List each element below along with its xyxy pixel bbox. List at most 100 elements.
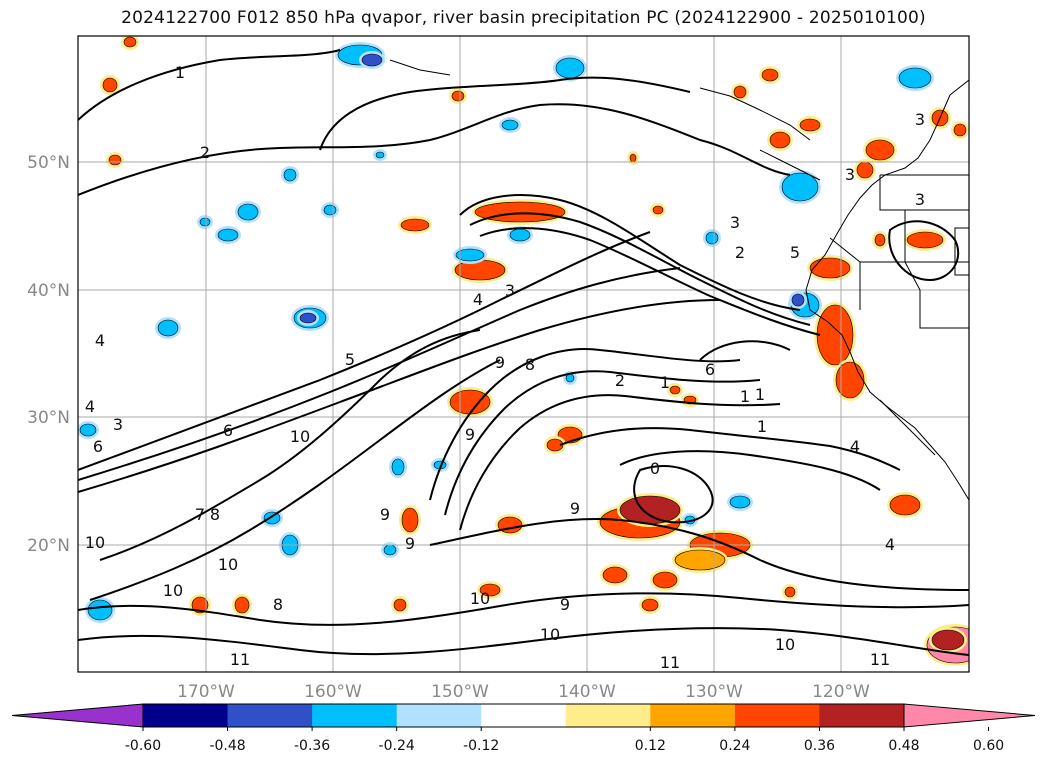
contour-label: 10: [85, 533, 105, 552]
contour-label: 6: [705, 360, 715, 379]
contour-label: 9: [560, 595, 570, 614]
qvapor-contours: [78, 49, 969, 656]
colorbar-box: [650, 704, 736, 727]
warm-patch: [931, 629, 965, 651]
colorbar-box: [734, 704, 820, 727]
warm-patch: [889, 494, 921, 516]
cool-patch: [199, 217, 211, 227]
warm-patch: [102, 77, 118, 93]
lon-label: 170°W: [177, 682, 235, 702]
contour-label: 8: [273, 595, 283, 614]
cool-patch: [283, 168, 297, 182]
colorbar-tick-label: -0.48: [209, 738, 245, 754]
colorbar-tick-label: 0.36: [804, 738, 835, 754]
lon-label: 130°W: [685, 682, 743, 702]
warm-patch: [874, 233, 886, 247]
warm-patch: [809, 257, 851, 279]
colorbar-frame: [142, 703, 905, 728]
warm-patch: [953, 123, 967, 137]
colorbar-extend-high: [903, 703, 1036, 728]
warm-patch: [865, 139, 895, 161]
contour-label: 10: [775, 635, 795, 654]
warm-patch: [474, 201, 566, 223]
cool-patch: [383, 544, 397, 556]
colorbar-tick-label: -0.36: [294, 738, 330, 754]
warm-patch: [451, 90, 465, 102]
cool-patch: [323, 204, 337, 216]
cool-patch: [705, 231, 719, 245]
warm-patch: [674, 549, 726, 571]
lat-label: 50°N: [27, 153, 70, 173]
lon-label: 160°W: [304, 682, 362, 702]
contour-label: 7: [195, 505, 205, 524]
cool-patch: [781, 172, 819, 202]
warm-patch: [652, 205, 664, 215]
warm-patch: [652, 571, 678, 589]
colorbar: -0.60 -0.48 -0.36 -0.24 -0.12 0.12 0.24 0.36 0.4…: [11, 703, 1036, 754]
warm-patch: [733, 85, 747, 99]
cool-patch: [299, 312, 317, 324]
warm-patch: [769, 131, 791, 149]
precip-shading: [78, 36, 969, 666]
contour-label: 5: [345, 350, 355, 369]
colorbar-box: [396, 704, 482, 727]
colorbar-tick-label: 0.24: [719, 738, 750, 754]
contour-label: 4: [885, 535, 895, 554]
latitude-labels: 50°N 40°N 30°N 20°N: [27, 153, 70, 556]
colorbar-box: [565, 704, 651, 727]
contour-label: 9: [495, 353, 505, 372]
contour-label: 2: [615, 371, 625, 390]
contour-label: 11: [660, 653, 680, 672]
contour-label: 3: [505, 281, 515, 300]
contour-label: 5: [790, 243, 800, 262]
contour-label: 3: [113, 415, 123, 434]
contour-label: 3: [845, 165, 855, 184]
colorbar-extend-low: [11, 703, 144, 728]
colorbar-box: [481, 704, 567, 727]
warm-patch: [619, 495, 681, 525]
cool-patch: [87, 599, 113, 621]
contour-label: 4: [85, 397, 95, 416]
lat-label: 30°N: [27, 408, 70, 428]
colorbar-tick-label: -0.12: [463, 738, 499, 754]
contour-label: 9: [380, 505, 390, 524]
warm-patch: [835, 361, 865, 399]
contour-label: 9: [570, 499, 580, 518]
contour-label: 10: [290, 427, 310, 446]
gridlines: [78, 36, 969, 672]
cool-patch: [157, 319, 179, 337]
warm-patch: [191, 596, 209, 614]
contour-label: 10: [218, 555, 238, 574]
contour-label: 9: [465, 425, 475, 444]
warm-patch: [400, 218, 430, 232]
lon-label: 140°W: [558, 682, 616, 702]
cool-patch: [217, 228, 239, 242]
contour-label: 0: [650, 459, 660, 478]
contour-label: 6: [223, 421, 233, 440]
cool-patch: [375, 151, 385, 159]
cool-patch: [79, 423, 97, 437]
contour-label: 11: [870, 650, 890, 669]
cool-patch: [237, 203, 259, 221]
warm-patch: [856, 161, 874, 179]
warm-patch: [479, 583, 501, 597]
warm-patch: [108, 154, 122, 166]
contour-label: 4: [95, 331, 105, 350]
warm-patch: [641, 598, 659, 612]
cool-patch: [729, 495, 751, 509]
warm-patch: [449, 389, 491, 415]
contour-label: 2: [735, 243, 745, 262]
contour-label: 10: [470, 589, 490, 608]
contour-label: 3: [730, 213, 740, 232]
colorbar-tick-label: 0.60: [973, 738, 1004, 754]
cool-patch: [361, 53, 383, 67]
lon-label: 150°W: [431, 682, 489, 702]
contour-label: 9: [405, 534, 415, 553]
contour-label: 1: [175, 63, 185, 82]
coastline: [389, 59, 969, 501]
contour-label: 4: [850, 437, 860, 456]
cool-patch: [898, 67, 932, 89]
colorbar-tick-label: 0.12: [635, 738, 666, 754]
cool-patch: [501, 119, 519, 131]
